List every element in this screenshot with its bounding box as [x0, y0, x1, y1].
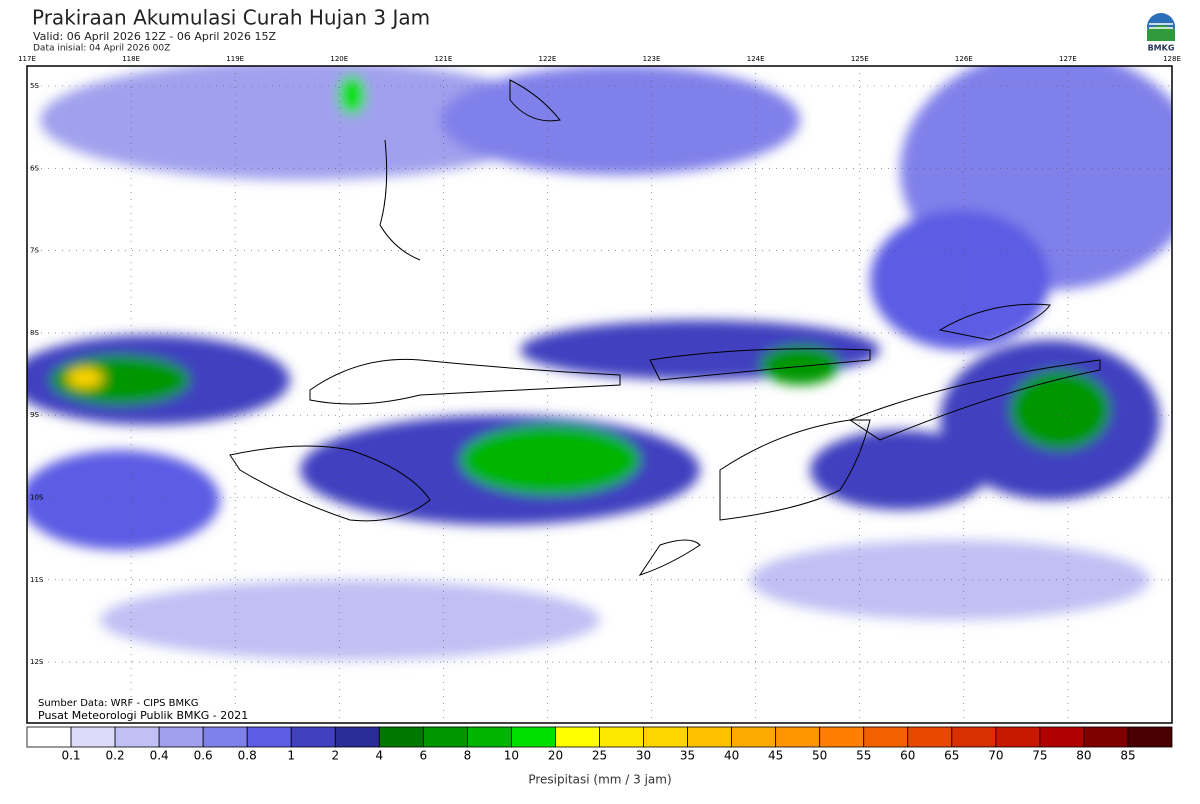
colorbar-tick-label: 0.1 — [61, 749, 80, 763]
lat-label: 6S — [30, 164, 39, 172]
colorbar-label: Presipitasi (mm / 3 jam) — [528, 773, 671, 787]
lon-label: 128E — [1163, 55, 1181, 63]
colorbar-cell — [995, 726, 1041, 748]
colorbar-tick-label: 75 — [1032, 749, 1047, 763]
colorbar-cell — [1083, 726, 1129, 748]
colorbar-cell — [70, 726, 116, 748]
lat-label: 8S — [30, 329, 39, 337]
valid-time: Valid: 06 April 2026 12Z - 06 April 2026… — [33, 30, 276, 43]
colorbar-cell — [1127, 726, 1173, 748]
colorbar-tick-label: 8 — [464, 749, 472, 763]
colorbar-tick-label: 25 — [592, 749, 607, 763]
lat-label: 9S — [30, 411, 39, 419]
colorbar-cell — [466, 726, 512, 748]
colorbar-tick-label: 70 — [988, 749, 1003, 763]
colorbar-cell — [643, 726, 688, 748]
colorbar-tick-label: 0.2 — [106, 749, 125, 763]
colorbar-cell — [422, 726, 468, 748]
lat-label: 10S — [30, 494, 44, 502]
colorbar-tick-label: 0.4 — [150, 749, 169, 763]
lon-label: 124E — [747, 55, 765, 63]
map-frame — [26, 65, 1173, 724]
colorbar-cell — [819, 726, 865, 748]
colorbar-cell — [26, 726, 72, 748]
colorbar-tick-label: 35 — [680, 749, 695, 763]
lat-label: 7S — [30, 247, 39, 255]
lon-label: 120E — [330, 55, 348, 63]
colorbar-tick-label: 60 — [900, 749, 915, 763]
lon-label: 122E — [539, 55, 557, 63]
lon-label: 117E — [18, 55, 36, 63]
colorbar-cell — [687, 726, 733, 748]
colorbar: 0.1 0.2 0.4 0.6 0.8 1 2 4 6 8 10 20 25 30 35 40 45 50 55 60… — [26, 726, 1173, 763]
colorbar-tick-label: 1 — [287, 749, 295, 763]
lon-label: 126E — [955, 55, 973, 63]
colorbar-cell — [731, 726, 777, 748]
colorbar-tick-label: 80 — [1076, 749, 1091, 763]
lat-label: 12S — [30, 658, 44, 666]
coastlines — [229, 79, 1101, 576]
lon-label: 123E — [643, 55, 661, 63]
colorbar-tick-label: 30 — [636, 749, 651, 763]
colorbar-cell — [775, 726, 821, 748]
colorbar-cell — [378, 726, 424, 748]
lat-labels: 5S 6S 7S 8S 9S 10S 11S 12S — [30, 82, 44, 666]
colorbar-cell — [334, 726, 380, 748]
colorbar-tick-label: 6 — [420, 749, 428, 763]
lon-labels: 117E 118E 119E 120E 121E 122E 123E 124E 125E 126E… — [18, 55, 1181, 63]
colorbar-cell — [202, 726, 248, 748]
colorbar-tick-label: 4 — [375, 749, 383, 763]
colorbar-cell — [863, 726, 909, 748]
lon-label: 121E — [434, 55, 452, 63]
colorbar-cell — [246, 726, 292, 748]
lon-label: 127E — [1059, 55, 1077, 63]
credit: Sumber Data: WRF - CIPS BMKG — [38, 698, 198, 709]
credit: Pusat Meteorologi Publik BMKG - 2021 — [38, 709, 248, 722]
colorbar-cell — [158, 726, 204, 748]
logo-text: BMKG — [1148, 44, 1175, 53]
precip-field — [27, 66, 1172, 723]
colorbar-cell — [555, 726, 600, 748]
colorbar-cell — [511, 726, 556, 748]
colorbar-tick-label: 55 — [856, 749, 871, 763]
lon-label: 118E — [122, 55, 140, 63]
colorbar-tick-label: 50 — [812, 749, 827, 763]
colorbar-cell — [290, 726, 336, 748]
colorbar-tick-label: 65 — [944, 749, 959, 763]
colorbar-tick-label: 85 — [1120, 749, 1135, 763]
lat-label: 11S — [30, 576, 44, 584]
colorbar-cell — [907, 726, 953, 748]
colorbar-tick-label: 20 — [548, 749, 563, 763]
lat-label: 5S — [30, 82, 39, 90]
colorbar-tick-label: 0.8 — [238, 749, 257, 763]
colorbar-tick-label: 10 — [504, 749, 519, 763]
colorbar-tick-label: 45 — [768, 749, 783, 763]
colorbar-cell — [599, 726, 644, 748]
title: Prakiraan Akumulasi Curah Hujan 3 Jam — [32, 6, 430, 30]
colorbar-cell — [1039, 726, 1085, 748]
colorbar-tick-label: 2 — [331, 749, 339, 763]
colorbar-cell — [114, 726, 160, 748]
logo: BMKG — [1147, 13, 1175, 53]
colorbar-tick-label: 40 — [724, 749, 739, 763]
lon-label: 119E — [226, 55, 244, 63]
colorbar-tick-label: 0.6 — [194, 749, 213, 763]
colorbar-cell — [951, 726, 997, 748]
lon-label: 125E — [851, 55, 869, 63]
init-time: Data inisial: 04 April 2026 00Z — [33, 44, 170, 54]
